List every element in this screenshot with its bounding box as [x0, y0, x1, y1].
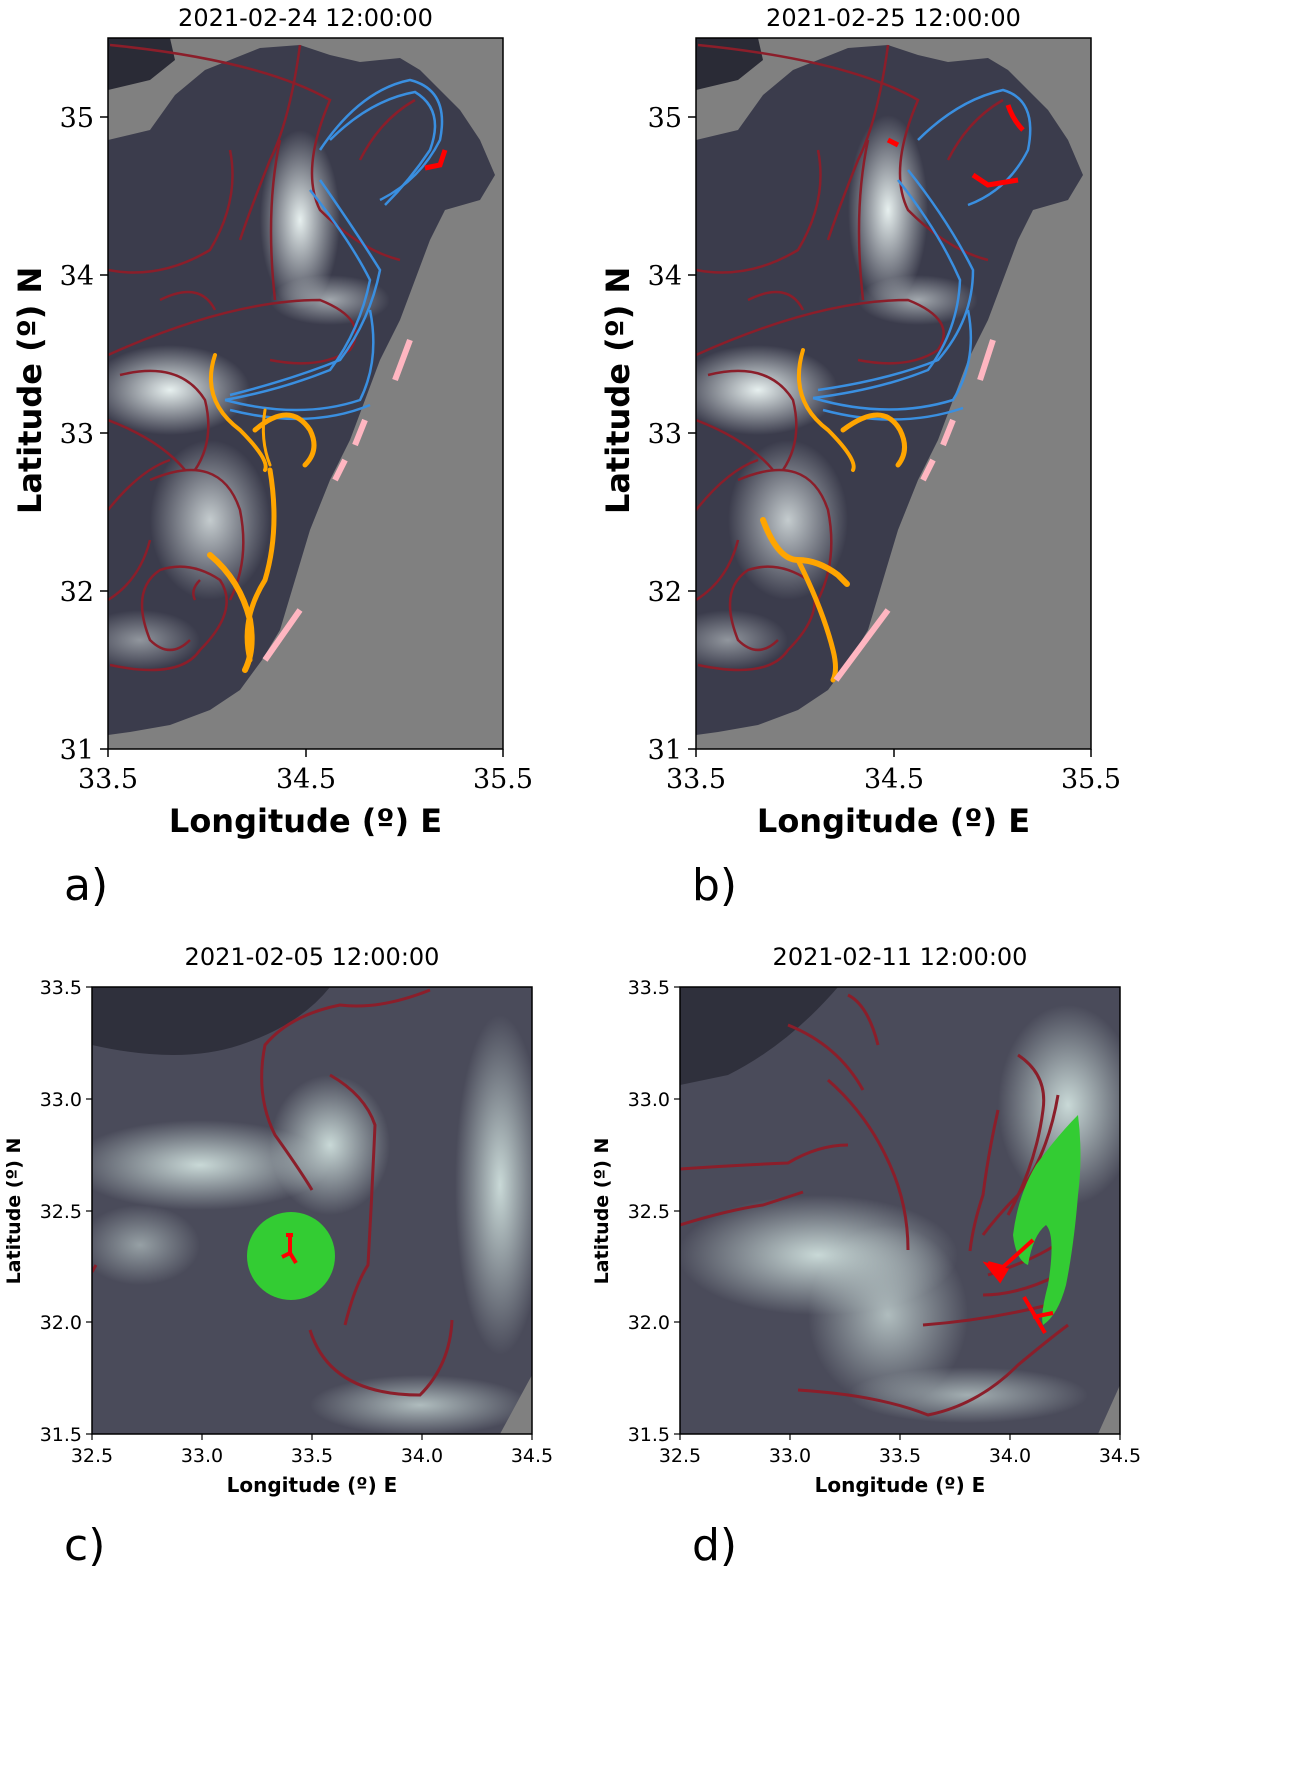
- panel-c-title: 2021-02-05 12:00:00: [184, 943, 440, 971]
- y-axis-label: Latitude (º) N: [3, 1137, 25, 1285]
- x-tick-label: 34.5: [276, 764, 336, 795]
- ridge-lines: [696, 43, 1004, 672]
- red-particles: [281, 1233, 298, 1265]
- y-axis-label: Latitude (º) N: [11, 266, 49, 514]
- x-tick-label: 33.5: [291, 1445, 333, 1467]
- panel-tag-d: d): [692, 1520, 738, 1571]
- x-axis-label: Longitude (º) E: [756, 802, 1031, 840]
- y-tick-label: 32: [60, 577, 94, 608]
- y-tick-label: 35: [60, 103, 94, 134]
- y-axis-label: Latitude (º) N: [599, 266, 637, 514]
- y-tick-label: 33.5: [40, 977, 82, 999]
- y-tick-label: 31.5: [40, 1424, 82, 1446]
- y-tick-label: 33.5: [628, 977, 670, 999]
- x-tick-label: 35.5: [1061, 764, 1121, 795]
- panel-b-map: 33.5 34.5 35.5 31 32 33 34 35: [648, 37, 1121, 795]
- x-tick-label: 33.5: [78, 764, 138, 795]
- green-patch: [1013, 1115, 1081, 1325]
- panel-c-map: 32.5 33.0 33.5 34.0 34.5 31.5 32.0 32.5 …: [40, 977, 553, 1467]
- ridge-lines: [680, 993, 1070, 1417]
- y-tick-label: 32.0: [628, 1312, 670, 1334]
- panel-b-title: 2021-02-25 12:00:00: [766, 4, 1021, 32]
- y-tick-label: 31.5: [628, 1424, 670, 1446]
- panel-d: 2021-02-11 12:00:00: [588, 935, 1228, 1786]
- y-tick-label: 35: [648, 103, 682, 134]
- panel-d-map: 32.5 33.0 33.5 34.0 34.5 31.5 32.0 32.5 …: [628, 977, 1141, 1467]
- y-tick-label: 32.0: [40, 1312, 82, 1334]
- y-tick-label: 33: [60, 419, 94, 450]
- y-tick-label: 34: [60, 261, 94, 292]
- x-axis-label: Longitude (º) E: [168, 802, 443, 840]
- y-tick-label: 33.0: [628, 1089, 670, 1111]
- x-tick-label: 33.0: [769, 1445, 811, 1467]
- x-axis-label: Longitude (º) E: [226, 1473, 398, 1497]
- x-tick-label: 32.5: [71, 1445, 113, 1467]
- x-tick-label: 32.5: [659, 1445, 701, 1467]
- blue-curves: [224, 78, 444, 421]
- x-tick-label: 34.5: [1099, 1445, 1141, 1467]
- x-tick-label: 33.0: [181, 1445, 223, 1467]
- x-tick-label: 34.0: [401, 1445, 443, 1467]
- y-axis-label: Latitude (º) N: [591, 1137, 613, 1285]
- panel-c: 2021-02-05 12:00:00: [0, 935, 640, 1786]
- y-tick-label: 32.5: [628, 1201, 670, 1223]
- panel-b: 2021-02-25 12:00:00: [588, 0, 1228, 911]
- red-particles: [886, 104, 1025, 188]
- panel-a-title: 2021-02-24 12:00:00: [178, 4, 433, 32]
- y-tick-label: 34: [648, 261, 682, 292]
- x-tick-label: 35.5: [473, 764, 533, 795]
- x-tick-label: 34.5: [864, 764, 924, 795]
- y-tick-label: 31: [648, 735, 682, 766]
- x-tick-label: 33.5: [879, 1445, 921, 1467]
- red-particles: [424, 149, 448, 171]
- ridge-lines: [108, 43, 416, 672]
- x-tick-label: 34.0: [989, 1445, 1031, 1467]
- panel-a: 2021-02-24 12:00:00: [0, 0, 640, 911]
- y-tick-label: 33: [648, 419, 682, 450]
- y-tick-label: 31: [60, 735, 94, 766]
- x-tick-label: 34.5: [511, 1445, 553, 1467]
- panel-d-title: 2021-02-11 12:00:00: [772, 943, 1028, 971]
- panel-tag-b: b): [692, 860, 738, 911]
- blue-curves: [812, 88, 1032, 421]
- red-particles: [982, 1238, 1054, 1335]
- panel-tag-a: a): [64, 860, 109, 911]
- x-tick-label: 33.5: [666, 764, 726, 795]
- panel-tag-c: c): [64, 1520, 106, 1571]
- y-tick-label: 33.0: [40, 1089, 82, 1111]
- x-axis-label: Longitude (º) E: [814, 1473, 986, 1497]
- pink-coast: [833, 339, 996, 682]
- orange-curves: [207, 353, 317, 673]
- orange-curves: [760, 348, 907, 683]
- y-tick-label: 32.5: [40, 1201, 82, 1223]
- panel-a-map: 33.5 34.5 35.5 31 32 33 34 35: [60, 37, 533, 795]
- y-tick-label: 32: [648, 577, 682, 608]
- ridge-lines: [92, 988, 454, 1397]
- pink-coast: [262, 338, 413, 662]
